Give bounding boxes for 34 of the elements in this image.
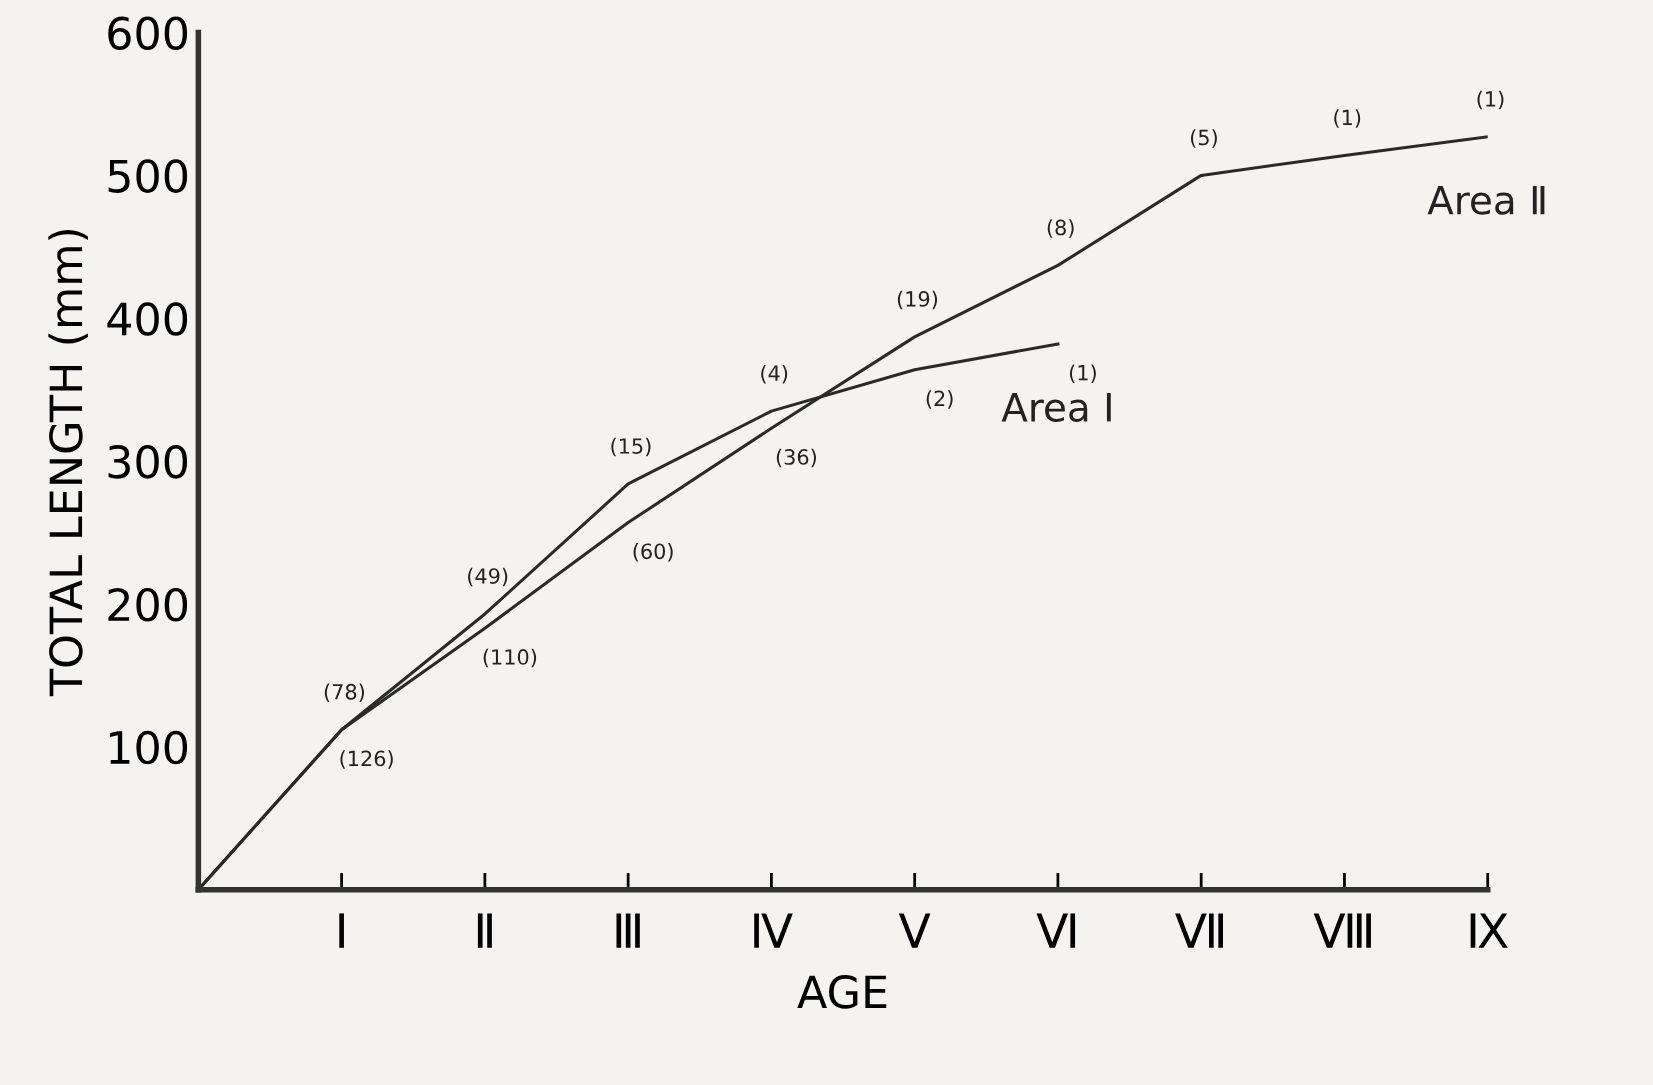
- annotation: (19): [897, 290, 938, 310]
- x-tick-label: Ⅳ: [754, 913, 793, 948]
- y-tick-label: 600: [108, 16, 188, 51]
- annotation: (126): [340, 750, 393, 769]
- y-tick-label: 200: [108, 587, 188, 622]
- annotation: (1): [1334, 109, 1361, 128]
- annotation: (49): [468, 567, 508, 587]
- x-tick-label: Ⅵ: [1036, 913, 1076, 948]
- annotation: (60): [633, 543, 673, 562]
- x-tick-label: Ⅸ: [1470, 913, 1508, 948]
- annotation: (36): [776, 448, 816, 468]
- y-tick-label: 400: [107, 302, 188, 336]
- y-tick-label: 500: [108, 159, 188, 193]
- y-tick-label: 100: [110, 730, 188, 765]
- x-tick-label: Ⅶ: [1175, 913, 1223, 948]
- x-tick-label: Ⅷ: [1313, 913, 1371, 948]
- annotation: (5): [1190, 129, 1217, 148]
- annotation: (2): [926, 390, 953, 409]
- series-label: Area Ⅰ: [1001, 393, 1111, 422]
- x-tick-label: Ⅲ: [616, 913, 640, 948]
- x-tick-label: Ⅱ: [477, 913, 492, 948]
- x-tick-label: Ⅰ: [339, 913, 344, 948]
- series-label: Area Ⅱ: [1427, 185, 1545, 215]
- annotation: (78): [324, 683, 364, 703]
- x-tick-label: Ⅴ: [898, 913, 931, 948]
- y-tick-label: 300: [108, 445, 188, 479]
- annotation: (1): [1477, 90, 1504, 110]
- annotation: (15): [611, 437, 651, 457]
- annotation: (8): [1047, 219, 1074, 238]
- annotation: (1): [1069, 364, 1096, 384]
- y-axis-title: TOTAL LENGTH (mm): [48, 229, 88, 697]
- x-axis-title: AGE: [797, 975, 887, 1009]
- annotation: (110): [483, 648, 537, 668]
- annotation: (4): [761, 364, 788, 384]
